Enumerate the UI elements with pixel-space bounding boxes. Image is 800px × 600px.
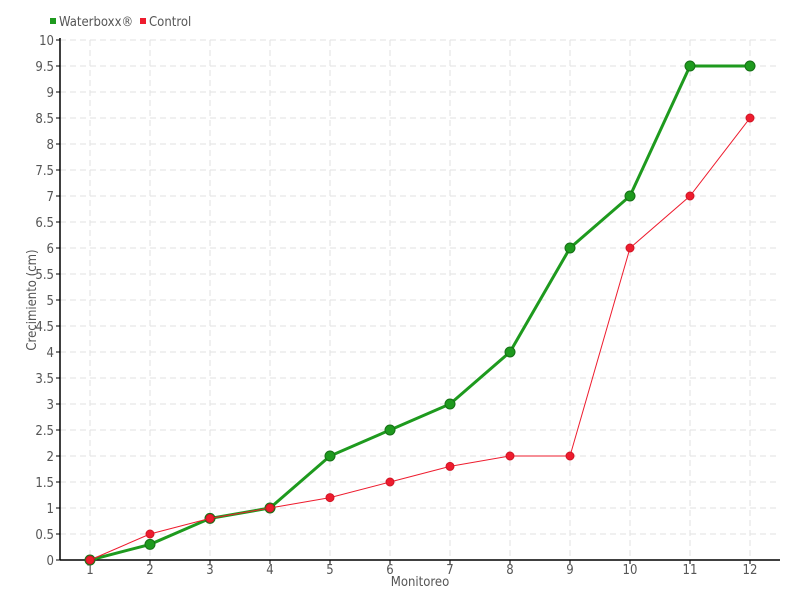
series-line bbox=[89, 64, 750, 562]
y-tick-label: 5.5 bbox=[35, 268, 54, 283]
y-tick-label: 9 bbox=[47, 86, 54, 101]
series-line bbox=[89, 117, 751, 561]
x-tick-label: 8 bbox=[506, 563, 513, 578]
data-point bbox=[745, 113, 755, 123]
x-tick-label: 6 bbox=[386, 563, 393, 578]
data-point bbox=[444, 398, 456, 410]
y-tick-label: 1.5 bbox=[35, 476, 54, 491]
tick-labels: 0 0.5 1 1.5 2 2.5 3 3.5 4 4.5 5 5.5 6 6.5 7 7.5 8 8.5 9 9.5… bbox=[35, 34, 757, 578]
data-point bbox=[685, 191, 695, 201]
data-point bbox=[145, 529, 155, 539]
legend-swatch bbox=[140, 18, 146, 24]
y-tick-label: 7.5 bbox=[35, 164, 54, 179]
data-point bbox=[445, 461, 455, 471]
y-tick-label: 7 bbox=[47, 190, 54, 205]
y-tick-label: 5 bbox=[47, 294, 54, 309]
data-point bbox=[265, 503, 275, 513]
series bbox=[84, 60, 756, 566]
x-tick-label: 7 bbox=[446, 563, 453, 578]
legend-label: Control bbox=[149, 15, 191, 30]
y-tick-label: 1 bbox=[47, 502, 54, 517]
y-tick-label: 4 bbox=[47, 346, 54, 361]
series-waterboxx bbox=[84, 60, 756, 566]
series-control bbox=[85, 113, 755, 565]
y-tick-label: 6 bbox=[47, 242, 54, 257]
y-tick-label: 3.5 bbox=[35, 372, 54, 387]
y-tick-label: 2 bbox=[47, 450, 54, 465]
y-tick-label: 0.5 bbox=[35, 528, 54, 543]
x-tick-label: 2 bbox=[146, 563, 153, 578]
data-point bbox=[384, 424, 396, 436]
data-point bbox=[85, 555, 95, 565]
y-tick-label: 3 bbox=[47, 398, 54, 413]
data-point bbox=[625, 243, 635, 253]
data-point bbox=[565, 451, 575, 461]
data-point bbox=[624, 190, 636, 202]
x-tick-label: 11 bbox=[683, 563, 698, 578]
data-point bbox=[144, 538, 156, 550]
x-tick-label: 4 bbox=[266, 563, 273, 578]
y-axis-label: Crecimiento (cm) bbox=[25, 249, 40, 350]
y-tick-label: 9.5 bbox=[35, 60, 54, 75]
x-tick-label: 12 bbox=[743, 563, 758, 578]
y-tick-label: 4.5 bbox=[35, 320, 54, 335]
data-point bbox=[505, 451, 515, 461]
y-tick-label: 8.5 bbox=[35, 112, 54, 127]
x-tick-label: 3 bbox=[206, 563, 213, 578]
legend-label: Waterboxx® bbox=[59, 15, 133, 30]
data-point bbox=[504, 346, 516, 358]
y-tick-label: 8 bbox=[47, 138, 54, 153]
data-point bbox=[564, 242, 576, 254]
data-point bbox=[325, 493, 335, 503]
legend: Waterboxx® Control bbox=[50, 15, 191, 30]
data-point bbox=[385, 477, 395, 487]
x-axis-label: Monitoreo bbox=[391, 575, 450, 590]
x-tick-label: 5 bbox=[326, 563, 333, 578]
legend-swatch bbox=[50, 18, 56, 24]
x-tick-label: 1 bbox=[86, 563, 93, 578]
x-tick-label: 10 bbox=[623, 563, 638, 578]
y-tick-label: 0 bbox=[47, 554, 54, 569]
y-tick-label: 2.5 bbox=[35, 424, 54, 439]
axes bbox=[56, 38, 780, 564]
data-point bbox=[324, 450, 336, 462]
data-point bbox=[205, 513, 215, 523]
grid bbox=[60, 39, 780, 560]
data-point bbox=[744, 60, 756, 72]
y-tick-label: 6.5 bbox=[35, 216, 54, 231]
y-tick-label: 10 bbox=[39, 34, 54, 49]
data-point bbox=[684, 60, 696, 72]
x-tick-label: 9 bbox=[566, 563, 573, 578]
